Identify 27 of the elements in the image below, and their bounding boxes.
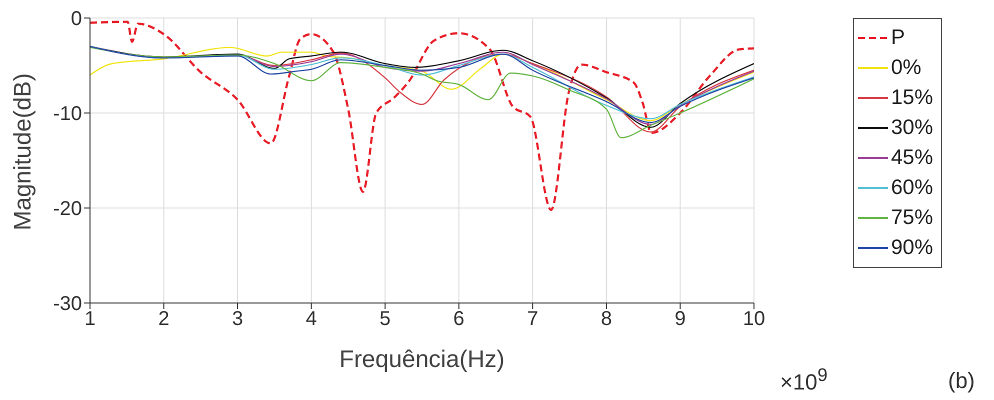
x-tick-label: 3 <box>232 308 244 330</box>
legend-label: 30% <box>890 116 933 140</box>
x-tick-label: 10 <box>742 308 766 330</box>
legend-label: 60% <box>890 176 933 200</box>
x-axis-title: Frequência(Hz) <box>339 346 505 373</box>
x-tick-label: 5 <box>380 308 391 330</box>
x-tick-label: 7 <box>527 308 538 330</box>
x-tick-label: 8 <box>600 308 612 330</box>
legend-label: 0% <box>890 56 922 80</box>
x-tick-label: 9 <box>674 308 686 330</box>
legend-label: P <box>890 26 905 50</box>
line-series <box>90 20 754 211</box>
legend-label: 75% <box>890 206 933 230</box>
text: ×10$^{9}$ <box>780 364 828 396</box>
x-tick-label: 4 <box>306 308 317 330</box>
legend-label: 90% <box>890 236 933 260</box>
legend-label: 45% <box>890 146 933 170</box>
text: (b) <box>948 368 975 394</box>
y-tick-label: -10 <box>53 103 82 126</box>
y-tick-label: 0 <box>70 8 82 30</box>
y-tick-label: -30 <box>53 293 82 316</box>
x-tick-label: 1 <box>84 308 96 330</box>
x-tick-label: 6 <box>453 308 464 330</box>
x-tick-label: 2 <box>158 308 170 330</box>
y-tick-label: -20 <box>53 198 82 220</box>
legend-label: 15% <box>890 86 933 110</box>
y-axis-title: Magnitude(dB) <box>10 73 37 230</box>
